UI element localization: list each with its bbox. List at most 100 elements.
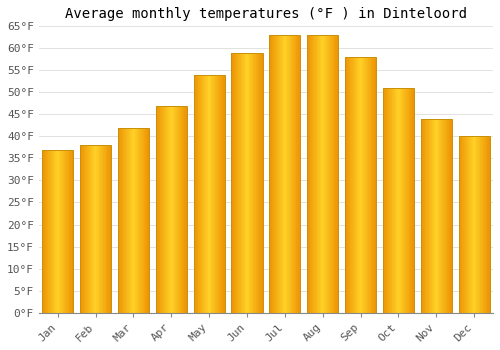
Bar [471, 136, 472, 313]
Bar [360, 57, 362, 313]
Bar [180, 106, 182, 313]
Bar [204, 75, 206, 313]
Bar [121, 128, 122, 313]
Bar [105, 145, 106, 313]
Bar [141, 128, 142, 313]
Bar [433, 119, 434, 313]
Bar [383, 88, 384, 313]
Bar [436, 119, 437, 313]
Bar [413, 88, 414, 313]
Bar [446, 119, 447, 313]
Bar [52, 150, 53, 313]
Bar [307, 35, 308, 313]
Bar [352, 57, 353, 313]
Bar [399, 88, 400, 313]
Bar [237, 53, 238, 313]
Bar [356, 57, 358, 313]
Bar [407, 88, 408, 313]
Bar [291, 35, 292, 313]
Bar [335, 35, 336, 313]
Bar [450, 119, 451, 313]
Bar [60, 150, 61, 313]
Bar [90, 145, 91, 313]
Bar [348, 57, 349, 313]
Bar [274, 35, 275, 313]
Bar [108, 145, 109, 313]
Bar [70, 150, 71, 313]
Bar [444, 119, 445, 313]
Bar [84, 145, 86, 313]
Bar [109, 145, 110, 313]
Bar [394, 88, 396, 313]
Bar [144, 128, 145, 313]
Bar [270, 35, 271, 313]
Bar [184, 106, 186, 313]
Bar [94, 145, 95, 313]
Bar [388, 88, 389, 313]
Bar [271, 35, 272, 313]
Bar [398, 88, 399, 313]
Bar [458, 136, 460, 313]
Bar [241, 53, 242, 313]
Bar [383, 88, 414, 313]
Bar [122, 128, 124, 313]
Bar [488, 136, 489, 313]
Bar [332, 35, 333, 313]
Bar [385, 88, 386, 313]
Bar [277, 35, 278, 313]
Bar [421, 119, 422, 313]
Bar [238, 53, 239, 313]
Bar [286, 35, 287, 313]
Bar [168, 106, 169, 313]
Bar [314, 35, 315, 313]
Bar [248, 53, 250, 313]
Bar [170, 106, 172, 313]
Bar [104, 145, 105, 313]
Bar [372, 57, 373, 313]
Bar [71, 150, 72, 313]
Bar [281, 35, 282, 313]
Bar [428, 119, 430, 313]
Bar [362, 57, 363, 313]
Bar [384, 88, 385, 313]
Bar [47, 150, 48, 313]
Bar [477, 136, 478, 313]
Bar [333, 35, 334, 313]
Bar [472, 136, 474, 313]
Bar [427, 119, 428, 313]
Bar [329, 35, 330, 313]
Bar [298, 35, 299, 313]
Bar [424, 119, 426, 313]
Bar [129, 128, 130, 313]
Bar [62, 150, 63, 313]
Bar [194, 75, 195, 313]
Bar [354, 57, 355, 313]
Bar [288, 35, 290, 313]
Bar [199, 75, 200, 313]
Bar [474, 136, 475, 313]
Bar [292, 35, 294, 313]
Bar [86, 145, 87, 313]
Bar [80, 145, 111, 313]
Bar [202, 75, 203, 313]
Bar [485, 136, 486, 313]
Bar [489, 136, 490, 313]
Bar [345, 57, 346, 313]
Bar [466, 136, 467, 313]
Bar [438, 119, 440, 313]
Bar [387, 88, 388, 313]
Bar [367, 57, 368, 313]
Bar [345, 57, 376, 313]
Bar [136, 128, 138, 313]
Bar [410, 88, 411, 313]
Bar [296, 35, 298, 313]
Bar [322, 35, 324, 313]
Bar [374, 57, 376, 313]
Bar [442, 119, 444, 313]
Bar [412, 88, 413, 313]
Bar [156, 106, 158, 313]
Bar [53, 150, 54, 313]
Bar [240, 53, 241, 313]
Bar [88, 145, 90, 313]
Bar [218, 75, 219, 313]
